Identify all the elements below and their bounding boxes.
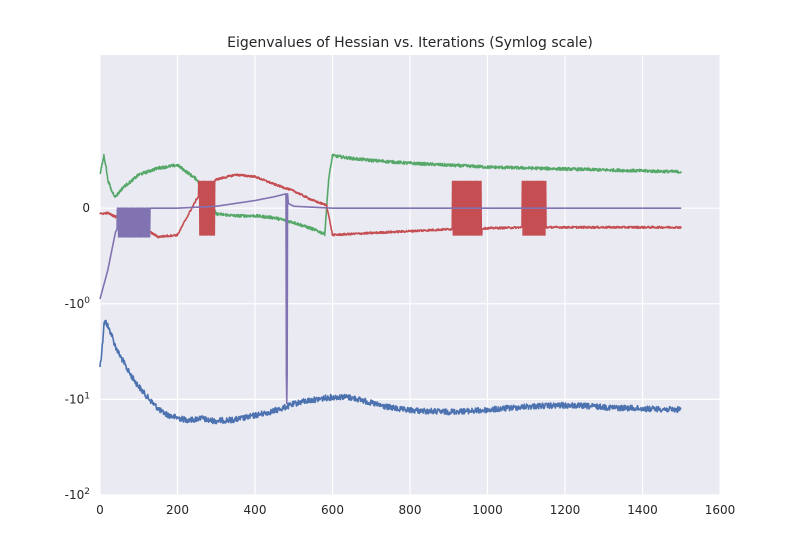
x-tick-label: 0 bbox=[96, 503, 104, 517]
y-axis: 0 -100 -101 -102 bbox=[65, 201, 91, 502]
x-tick-label: 1600 bbox=[705, 503, 736, 517]
series-layer bbox=[99, 153, 682, 425]
y-tick-label: -102 bbox=[65, 487, 90, 502]
x-axis: 0 200 400 600 800 1000 1200 1400 1600 bbox=[96, 503, 735, 517]
x-tick-label: 1400 bbox=[627, 503, 658, 517]
x-tick-label: 200 bbox=[166, 503, 189, 517]
y-tick-label: 0 bbox=[82, 201, 90, 215]
x-tick-label: 800 bbox=[399, 503, 422, 517]
x-tick-label: 1000 bbox=[472, 503, 503, 517]
x-tick-label: 400 bbox=[244, 503, 267, 517]
series-line-eigenvalue-2 bbox=[99, 153, 682, 237]
x-tick-label: 600 bbox=[321, 503, 344, 517]
series-line-eigenvalue-1 bbox=[99, 319, 682, 425]
x-tick-label: 1200 bbox=[550, 503, 581, 517]
y-tick-label: -101 bbox=[65, 391, 90, 406]
series-line-eigenvalue-4 bbox=[99, 193, 682, 405]
series-line-eigenvalue-3 bbox=[99, 173, 682, 239]
y-tick-label: -100 bbox=[65, 296, 91, 311]
chart-title: Eigenvalues of Hessian vs. Iterations (S… bbox=[227, 35, 593, 51]
